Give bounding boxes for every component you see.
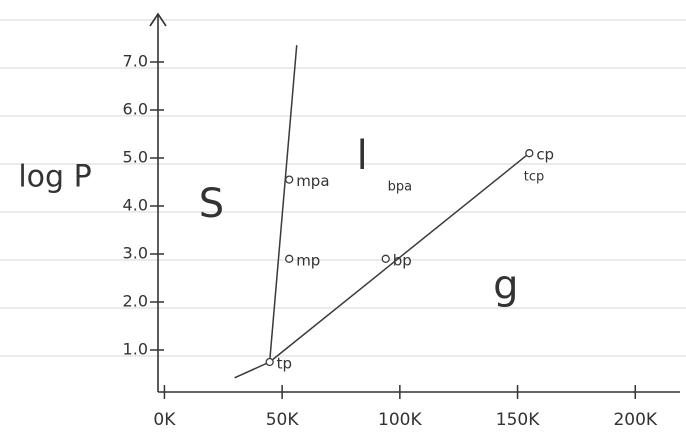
point-label: bp xyxy=(393,251,412,269)
y-tick-label: 6.0 xyxy=(123,100,148,119)
point-label: tp xyxy=(277,355,292,373)
phase-boundary xyxy=(270,45,297,362)
point-label: mpa xyxy=(296,172,329,190)
annotation: S xyxy=(199,181,224,227)
x-tick-label: 150K xyxy=(496,410,540,430)
y-tick-label: 7.0 xyxy=(123,52,148,71)
x-tick-label: 0K xyxy=(153,410,176,430)
phase-boundary xyxy=(235,362,270,378)
point xyxy=(382,255,389,262)
chart: log P 0K 50K 100K 150K 200K 1.0 2.0 3.0 4.0 5.0 6.… xyxy=(0,0,686,433)
point-label: cp xyxy=(536,146,554,164)
point xyxy=(286,176,293,183)
y-tick-label: 3.0 xyxy=(123,244,148,263)
annotation: g xyxy=(493,263,518,309)
annotation: l xyxy=(357,133,368,179)
point xyxy=(286,255,293,262)
y-tick-label: 1.0 xyxy=(123,340,148,359)
x-tick-label: 100K xyxy=(378,410,422,430)
point xyxy=(266,359,273,366)
annotation: tcp xyxy=(524,170,545,185)
point xyxy=(526,150,533,157)
paper-lines xyxy=(0,20,686,356)
x-tick-label: 200K xyxy=(613,410,657,430)
y-tick-label: 4.0 xyxy=(123,196,148,215)
y-tick-label: 2.0 xyxy=(123,292,148,311)
y-tick-label: 5.0 xyxy=(123,148,148,167)
annotation: bpa xyxy=(388,179,412,194)
x-tick-label: 50K xyxy=(266,410,300,430)
y-axis-label: log P xyxy=(18,160,91,195)
point-label: mp xyxy=(296,251,320,269)
